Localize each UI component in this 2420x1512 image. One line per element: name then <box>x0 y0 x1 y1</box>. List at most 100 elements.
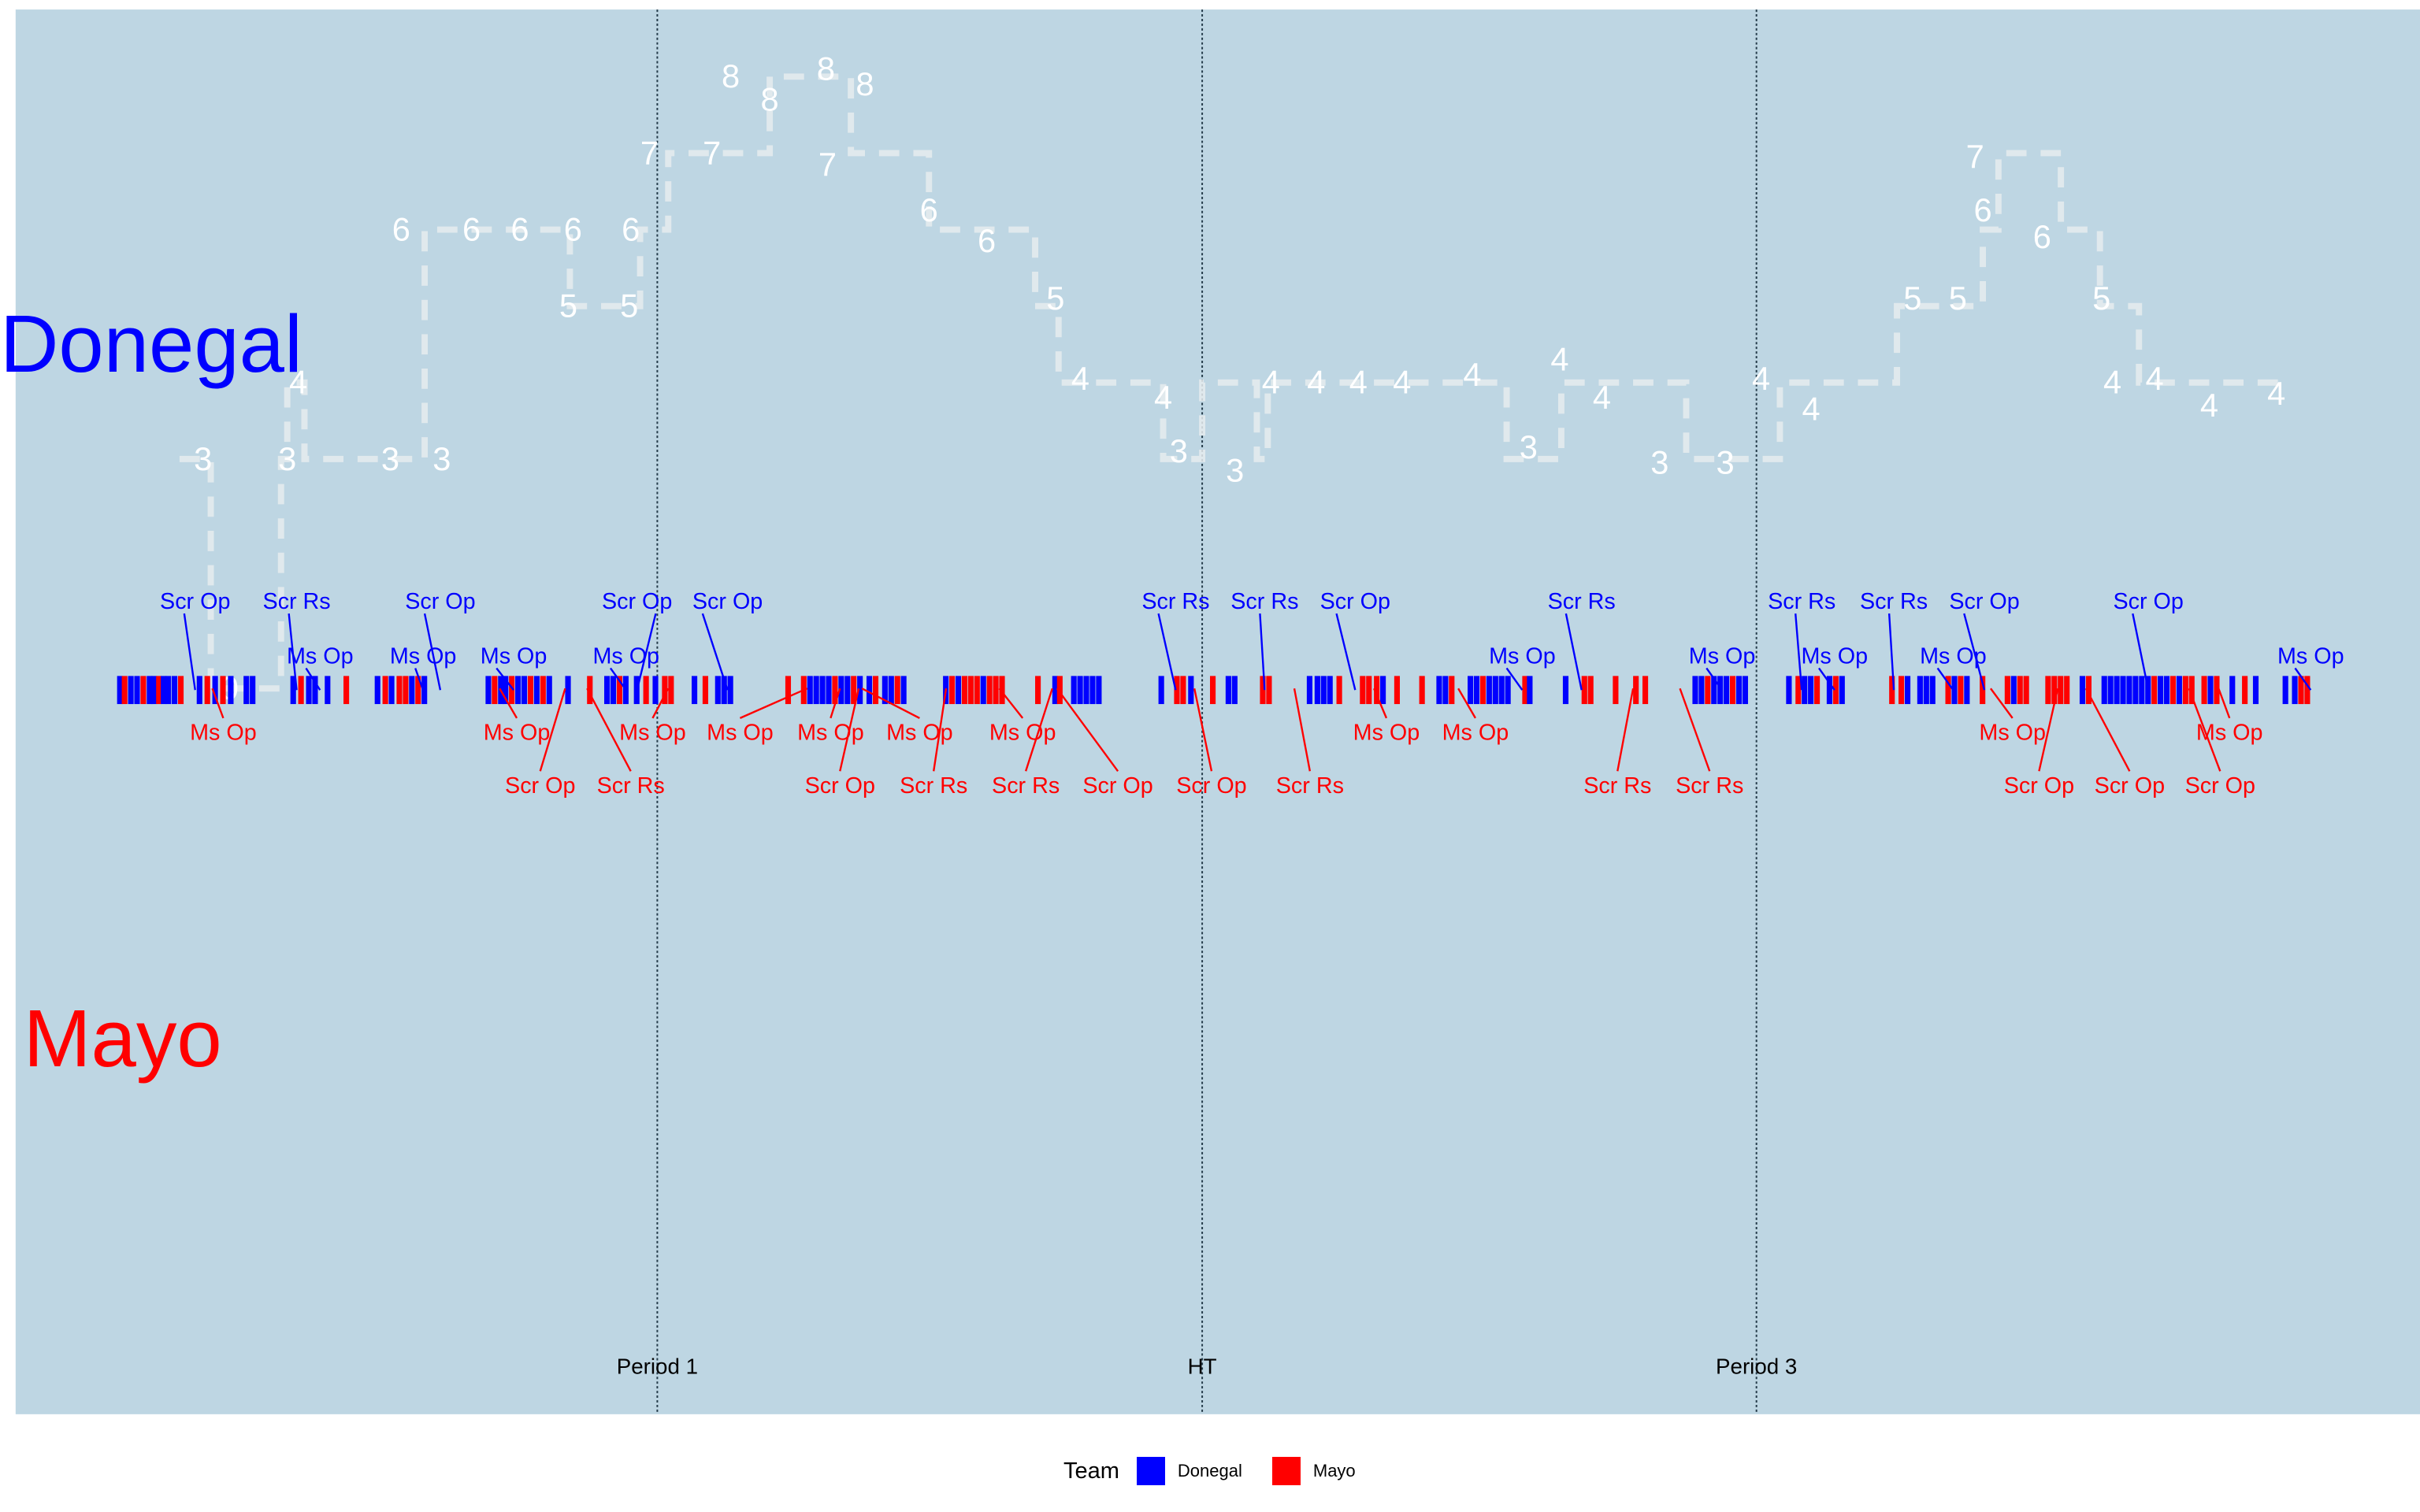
event-bar <box>2064 676 2070 705</box>
margin-label: 4 <box>1349 364 1368 401</box>
plot-panel <box>15 9 2420 1414</box>
event-bar <box>2163 676 2170 705</box>
event-bar <box>509 676 515 705</box>
event-bar <box>888 676 894 705</box>
event-bar <box>872 676 879 705</box>
event-bar <box>172 676 178 705</box>
event-bar <box>1980 676 1986 705</box>
event-annotation: Ms Op <box>619 721 686 746</box>
event-bar <box>616 676 622 705</box>
event-bar <box>2085 676 2092 705</box>
event-bar <box>1096 676 1102 705</box>
annotation-leader <box>2084 687 2131 772</box>
event-bar <box>999 676 1005 705</box>
event-annotation: Scr Op <box>405 589 475 614</box>
event-bar <box>643 676 649 705</box>
event-annotation: Ms Op <box>484 721 551 746</box>
legend-swatch-mayo <box>1271 1457 1301 1485</box>
margin-label: 8 <box>817 50 835 87</box>
event-bar <box>1498 676 1505 705</box>
event-bar <box>1951 676 1958 705</box>
event-bar <box>546 676 552 705</box>
legend-swatch-donegal <box>1136 1457 1165 1485</box>
event-bar <box>819 676 826 705</box>
annotation-leader <box>2188 687 2221 772</box>
margin-label: 6 <box>920 191 938 228</box>
event-bar <box>1929 676 1936 705</box>
margin-label: 5 <box>1046 280 1064 317</box>
event-bar <box>1052 676 1058 705</box>
annotation-leader <box>183 613 196 691</box>
margin-label: 6 <box>622 210 640 247</box>
annotation-leader <box>1373 687 1388 719</box>
event-bar <box>714 676 721 705</box>
margin-label: 4 <box>2145 360 2163 397</box>
event-bar <box>1306 676 1313 705</box>
event-bar <box>165 676 172 705</box>
margin-label: 4 <box>289 364 307 401</box>
event-bar <box>128 676 134 705</box>
event-bar <box>415 676 421 705</box>
event-bar <box>844 676 851 705</box>
event-annotation: Ms Op <box>886 721 953 746</box>
margin-label: 4 <box>2267 375 2285 412</box>
event-bar <box>1692 676 1698 705</box>
event-bar <box>521 676 528 705</box>
event-bar <box>857 676 863 705</box>
annotation-leader <box>414 668 425 691</box>
annotation-leader <box>701 613 729 691</box>
event-bar <box>1729 676 1736 705</box>
event-bar <box>1468 676 1474 705</box>
event-annotation: Ms Op <box>797 721 864 746</box>
event-bar <box>986 676 993 705</box>
event-annotation: Scr Rs <box>1276 773 1344 799</box>
event-annotation: Scr Rs <box>1768 589 1835 614</box>
margin-label: 7 <box>640 134 659 171</box>
event-bar <box>177 676 184 705</box>
margin-label: 6 <box>564 210 582 247</box>
annotation-leader <box>1457 687 1476 719</box>
event-bar <box>1188 676 1194 705</box>
annotation-leader <box>861 687 920 719</box>
margin-label: 8 <box>856 65 874 102</box>
event-annotation: Scr Op <box>602 589 672 614</box>
event-annotation: Ms Op <box>287 644 354 669</box>
event-bar <box>662 676 668 705</box>
margin-label: 7 <box>703 134 721 171</box>
event-annotation: Ms Op <box>1353 721 1420 746</box>
event-bar <box>633 676 640 705</box>
event-bar <box>1210 676 1216 705</box>
event-bar <box>212 676 218 705</box>
event-bar <box>1581 676 1587 705</box>
margin-label: 7 <box>1966 138 1984 175</box>
event-bar <box>1320 676 1327 705</box>
margin-label: 4 <box>1593 379 1611 416</box>
event-annotation: Scr Rs <box>900 773 967 799</box>
event-bar <box>1071 676 1077 705</box>
annotation-leader <box>1024 687 1053 772</box>
event-annotation: Scr Rs <box>1230 589 1298 614</box>
annotation-leader <box>2132 613 2150 691</box>
period-label-0: Period 1 <box>617 1354 698 1378</box>
margin-label: 6 <box>510 210 529 247</box>
event-bar <box>1826 676 1832 705</box>
event-bar <box>2101 676 2107 705</box>
event-bar <box>156 676 162 705</box>
event-annotation: Scr Rs <box>1860 589 1928 614</box>
margin-label: 5 <box>1903 280 1921 317</box>
annotation-leader <box>1817 667 1835 691</box>
margin-label: 5 <box>559 287 577 324</box>
event-bar <box>140 676 147 705</box>
event-bar <box>1958 676 1964 705</box>
event-bar <box>1587 676 1594 705</box>
annotation-leader <box>933 688 948 772</box>
event-bar <box>967 676 974 705</box>
event-bar <box>1056 676 1063 705</box>
margin-label: 3 <box>1716 444 1734 481</box>
event-bar <box>882 676 888 705</box>
period-label-2: Period 3 <box>1716 1354 1797 1378</box>
annotation-leader <box>496 667 514 691</box>
event-bar <box>587 676 593 705</box>
event-bar <box>691 676 698 705</box>
